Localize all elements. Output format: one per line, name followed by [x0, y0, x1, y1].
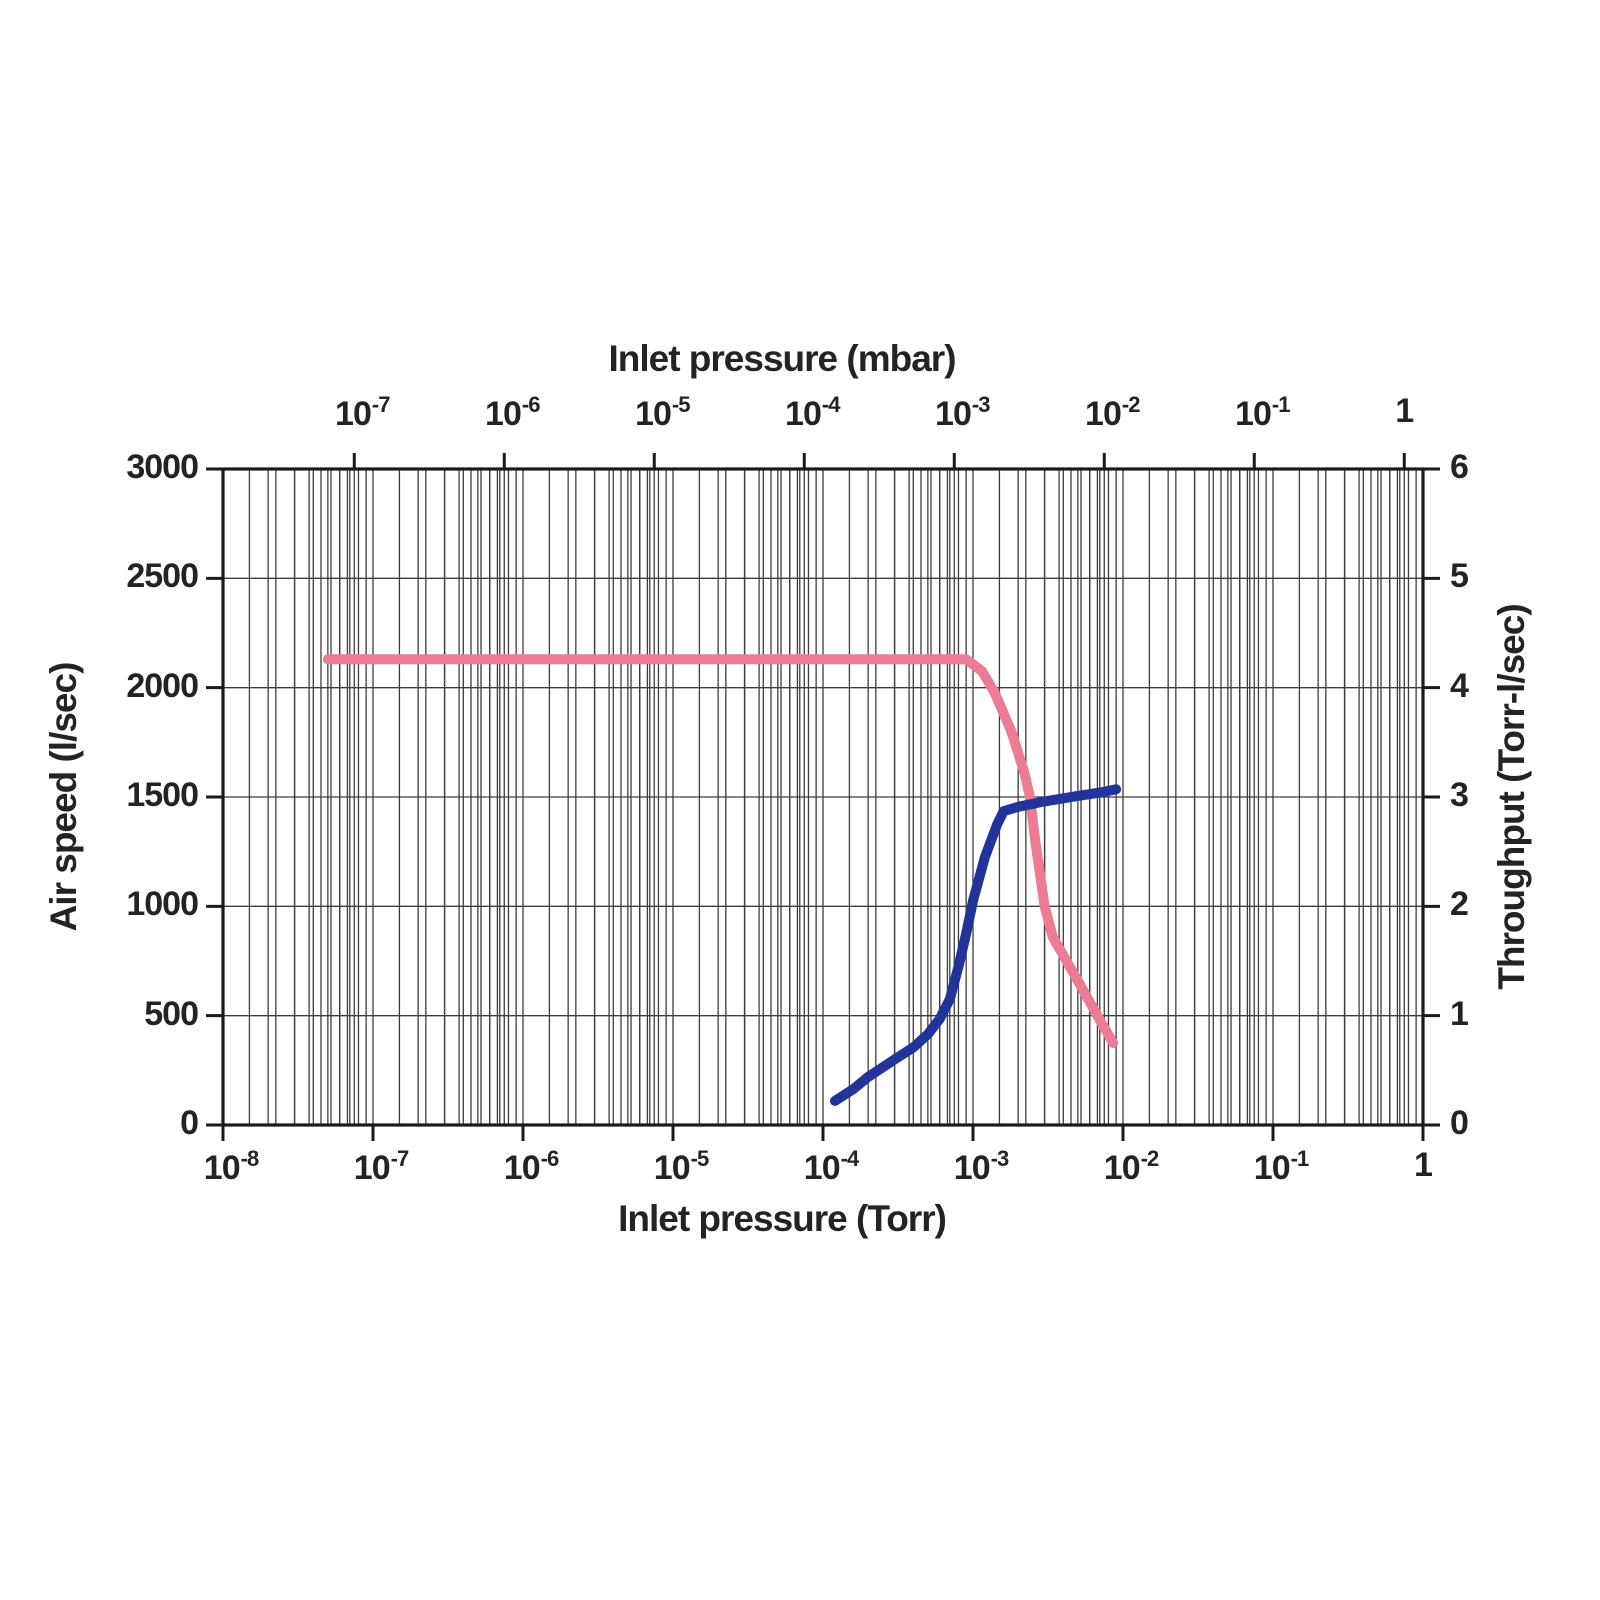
- x-bottom-tick-label: 10-5: [653, 1146, 709, 1187]
- throughput-curve: [829, 784, 1122, 1106]
- y-right-tick-label: 3: [1450, 776, 1469, 814]
- x-bottom-tick-label: 10-8: [203, 1146, 259, 1187]
- x-top-tick-label: 10-6: [485, 392, 540, 433]
- x-top-tick-label: 10-5: [635, 392, 690, 433]
- x-bottom-tick-label: 10-1: [1253, 1146, 1309, 1187]
- x-bottom-tick-label: 10-2: [1103, 1146, 1159, 1187]
- y-right-tick-label: 2: [1450, 885, 1469, 924]
- x-top-tick-label: 10-1: [1235, 392, 1290, 433]
- y-left-tick-label: 2000: [126, 666, 199, 705]
- top-axis-title: Inlet pressure (mbar): [608, 338, 956, 379]
- x-top-tick-label: 1: [1395, 392, 1414, 430]
- y-right-tick-label: 0: [1450, 1104, 1469, 1142]
- x-bottom-tick-label: 10-3: [953, 1146, 1009, 1187]
- x-bottom-tick-label: 1: [1414, 1146, 1433, 1184]
- x-top-tick-label: 10-7: [335, 392, 390, 433]
- right-axis-title: Throughput (Torr-l/sec): [1491, 604, 1532, 990]
- y-right-tick-label: 1: [1450, 994, 1469, 1033]
- y-right-tick-label: 4: [1450, 666, 1469, 705]
- bottom-axis-title: Inlet pressure (Torr): [618, 1198, 947, 1239]
- y-left-tick-label: 0: [180, 1104, 199, 1142]
- x-top-tick-label: 10-3: [935, 392, 990, 433]
- left-axis-title: Air speed (l/sec): [43, 662, 84, 932]
- y-left-tick-label: 500: [144, 994, 199, 1033]
- y-left-tick-label: 2500: [126, 557, 199, 596]
- x-top-tick-label: 10-2: [1085, 392, 1140, 433]
- y-right-tick-label: 6: [1450, 448, 1469, 486]
- x-bottom-tick-label: 10-6: [503, 1146, 559, 1187]
- x-bottom-tick-label: 10-7: [353, 1146, 409, 1187]
- y-left-tick-label: 1000: [126, 885, 199, 924]
- x-top-tick-label: 10-4: [785, 392, 840, 433]
- air-speed-curve: [322, 654, 1119, 1048]
- y-left-tick-label: 1500: [126, 776, 199, 814]
- x-bottom-tick-label: 10-4: [803, 1146, 859, 1187]
- y-left-tick-label: 3000: [126, 448, 199, 486]
- y-right-tick-label: 5: [1450, 557, 1469, 596]
